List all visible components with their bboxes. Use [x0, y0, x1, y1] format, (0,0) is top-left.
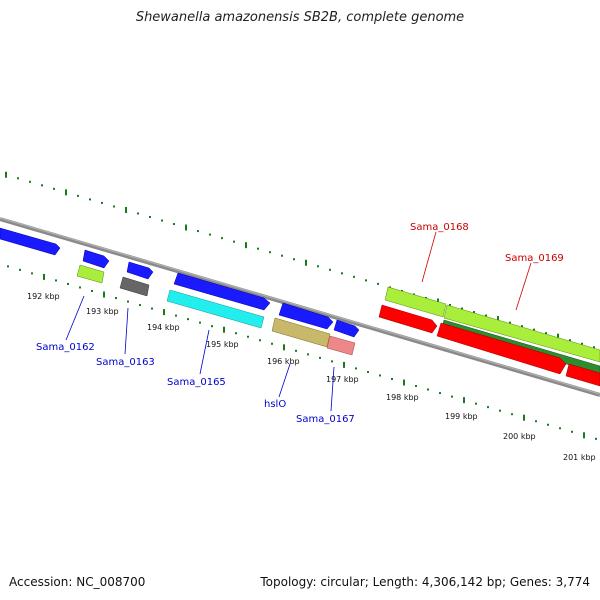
gene-forward-left[interactable] [0, 227, 61, 256]
backbone-line-outer [0, 217, 600, 397]
leader-sama-0168 [421, 231, 437, 283]
tick-label-193: 193 kbp [86, 307, 119, 316]
topology-summary: Topology: circular; Length: 4,306,142 bp… [260, 575, 590, 589]
gene-reverse-0168[interactable] [378, 304, 438, 334]
leader-sama-0165 [199, 329, 210, 375]
cds-0165-cyan[interactable] [166, 289, 265, 329]
tick-labels: 192 kbp 193 kbp 194 kbp 195 kbp 196 kbp … [27, 292, 596, 462]
gene-forward-0163[interactable] [126, 261, 154, 280]
tick-label-194: 194 kbp [147, 323, 180, 332]
tick-label-195: 195 kbp [206, 340, 239, 349]
tick-label-199: 199 kbp [445, 412, 478, 421]
gene-label-sama-0169[interactable]: Sama_0169 [505, 253, 564, 264]
cds-0162-lime[interactable] [76, 264, 105, 284]
leader-sama-0167 [330, 366, 335, 412]
gene-reverse-0169[interactable] [436, 322, 567, 375]
gene-forward-hslo[interactable] [278, 302, 334, 330]
tick-label-192: 192 kbp [27, 292, 60, 301]
tick-label-200: 200 kbp [503, 432, 536, 441]
gene-label-sama-0167[interactable]: Sama_0167 [296, 414, 355, 425]
cds-0163-gray[interactable] [119, 276, 150, 297]
tick-label-198: 198 kbp [386, 393, 419, 402]
cds-0169-lime[interactable] [443, 304, 600, 363]
map-title: Shewanella amazonensis SB2B, complete ge… [135, 10, 465, 25]
accession-text: Accession: NC_008700 [9, 575, 146, 589]
tick-label-196: 196 kbp [267, 357, 300, 366]
leader-sama-0162 [65, 295, 85, 341]
gene-forward-0162[interactable] [82, 249, 110, 269]
cds-0167-pink[interactable] [326, 335, 356, 356]
gene-features [0, 227, 600, 387]
leader-sama-0163 [124, 307, 129, 355]
cds-0168-lime[interactable] [384, 286, 447, 318]
gene-forward-0167[interactable] [333, 319, 360, 338]
tick-label-201: 201 kbp [563, 453, 596, 462]
leader-hslo [278, 363, 291, 398]
gene-label-sama-0163[interactable]: Sama_0163 [96, 357, 155, 368]
gene-label-sama-0168[interactable]: Sama_0168 [410, 222, 469, 233]
gene-reverse-right[interactable] [565, 363, 600, 387]
gene-label-hslo[interactable]: hslO [264, 399, 286, 410]
backbone [0, 217, 600, 397]
lower-tick-row [7, 265, 597, 440]
tick-label-197: 197 kbp [326, 375, 359, 384]
gene-forward-0165[interactable] [173, 272, 271, 311]
leader-lines [65, 231, 532, 412]
leader-sama-0169 [515, 262, 532, 311]
gene-labels: Sama_0162 Sama_0163 Sama_0165 hslO Sama_… [36, 222, 564, 425]
gene-label-sama-0165[interactable]: Sama_0165 [167, 377, 226, 388]
backbone-line-inner [0, 217, 600, 395]
gene-label-sama-0162[interactable]: Sama_0162 [36, 342, 95, 353]
